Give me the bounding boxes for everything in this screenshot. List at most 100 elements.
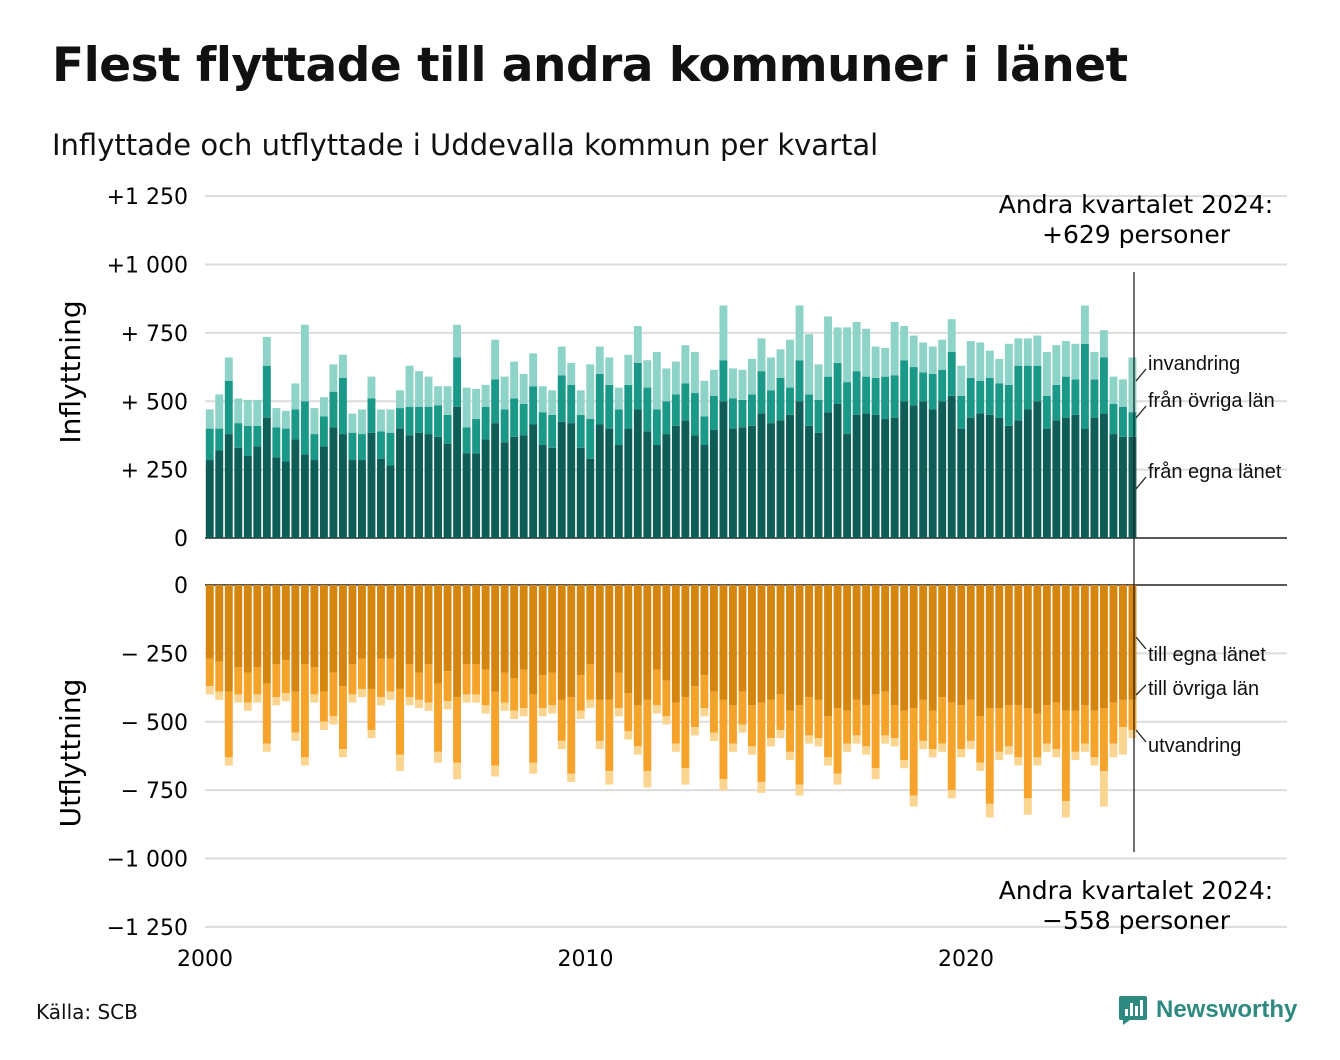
bar-segment [319,397,328,417]
bar-segment [833,327,842,363]
bar-segment [548,447,557,539]
bar-segment [377,658,385,698]
bar-segment [719,360,728,402]
bar-segment [415,585,423,673]
bar-segment [624,693,633,732]
bar-segment [453,697,462,763]
bar-segment [643,387,652,432]
bar-segment [519,373,528,404]
bar-segment [795,705,804,785]
bar-segment [434,405,443,437]
bar-segment [671,361,680,395]
bar-segment [1061,417,1070,538]
bar-segment [310,585,319,668]
bar-segment [595,740,604,750]
bar-segment [415,699,423,709]
bar-segment [243,585,252,673]
bar-segment [1128,729,1137,739]
bar-segment [976,585,985,717]
bar-segment [805,697,813,736]
bar-segment [434,386,443,406]
gridlines [205,195,1287,928]
bar-segment [243,399,252,426]
bar-segment [329,716,338,725]
bar-segment [719,699,728,780]
bar-segment [358,688,366,698]
bar-segment [519,585,528,670]
bar-segment [871,346,880,378]
bar-segment [643,360,652,388]
bar-segment [938,401,947,538]
bar-segment [643,770,652,788]
bar-segment [852,371,861,415]
bar-segment [310,694,319,703]
bar-segment [205,409,214,429]
bar-segment [1014,420,1023,538]
bar-segment [548,705,557,714]
bar-segment [681,585,690,698]
bar-segment [662,680,671,717]
bar-segment [253,667,262,695]
bar-segment [976,762,985,771]
bar-segment [862,585,871,706]
bar-segment [205,460,214,538]
bar-segment [985,350,994,378]
bar-segment [319,416,328,447]
bar-segment [224,585,233,692]
bar-segment [434,751,443,763]
bar-segment [671,394,680,426]
bar-segment [624,428,633,538]
bar-segment [738,399,747,428]
bar-segment [424,434,433,538]
bar-segment [814,432,823,538]
bar-segment [234,423,243,448]
bar-segment [928,346,937,374]
bar-segment [900,585,909,711]
bar-segment [481,705,490,714]
bar-segment [262,743,271,752]
bar-segment [938,369,947,402]
bar-segment [300,454,309,538]
bar-segment [728,398,737,429]
bar-segment [1090,352,1099,380]
bar-segment [358,585,366,659]
bar-segment [709,395,718,430]
bar-segment [1119,379,1127,407]
bar-segment [709,691,718,733]
bar-segment [1014,585,1023,706]
chart-area: 0 + 250 + 500 + 750 +1 000 +1 250 0 − 250 − 500 −… [54,185,1287,972]
annotation-bottom-line1: Andra kvartalet 2024: [999,876,1273,905]
bar-segment [358,434,366,461]
bar-segment [1023,798,1032,815]
bar-segment [1061,585,1070,711]
bar-segment [462,427,471,454]
bar-segment [510,436,519,539]
bar-segment [462,694,471,703]
bar-segment [215,661,224,692]
bar-segment [1033,585,1042,714]
newsworthy-logo[interactable]: Newsworthy [1118,994,1297,1026]
bar-segment [890,585,899,706]
bar-segment [348,585,357,665]
bar-segment [900,760,909,769]
bar-segment [643,699,652,771]
series-label-utvandring: utvandring [1148,735,1241,757]
bar-segment [338,749,347,758]
bar-segment [205,585,214,659]
bar-segment [652,669,661,706]
bar-segment [805,735,813,744]
bar-segment [614,708,623,717]
bar-segment [1042,705,1051,744]
bar-segment [548,672,557,706]
bar-segment [567,362,576,385]
bar-segment [824,716,833,758]
bar-segment [1052,420,1061,538]
bar-segment [805,394,813,426]
bar-segment [890,321,899,376]
bar-segment [500,409,509,443]
bar-segment [786,414,794,539]
bar-segment [443,414,452,444]
bar-segment [767,699,775,739]
bar-segment [719,779,728,791]
bar-segment [291,691,300,733]
